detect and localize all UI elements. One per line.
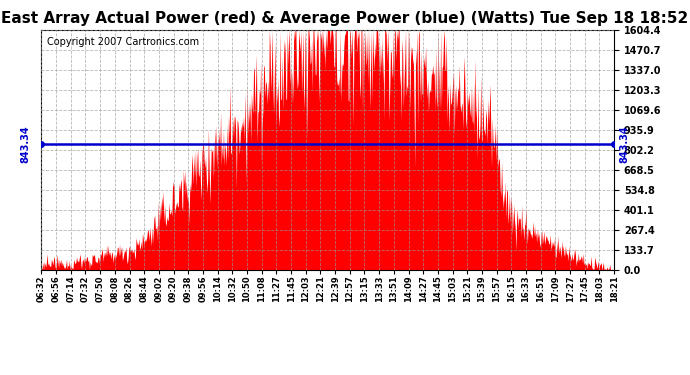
Text: East Array Actual Power (red) & Average Power (blue) (Watts) Tue Sep 18 18:52: East Array Actual Power (red) & Average …	[1, 11, 689, 26]
Text: 843.34: 843.34	[20, 125, 30, 163]
Text: 843.34: 843.34	[620, 125, 630, 163]
Text: Copyright 2007 Cartronics.com: Copyright 2007 Cartronics.com	[47, 37, 199, 47]
